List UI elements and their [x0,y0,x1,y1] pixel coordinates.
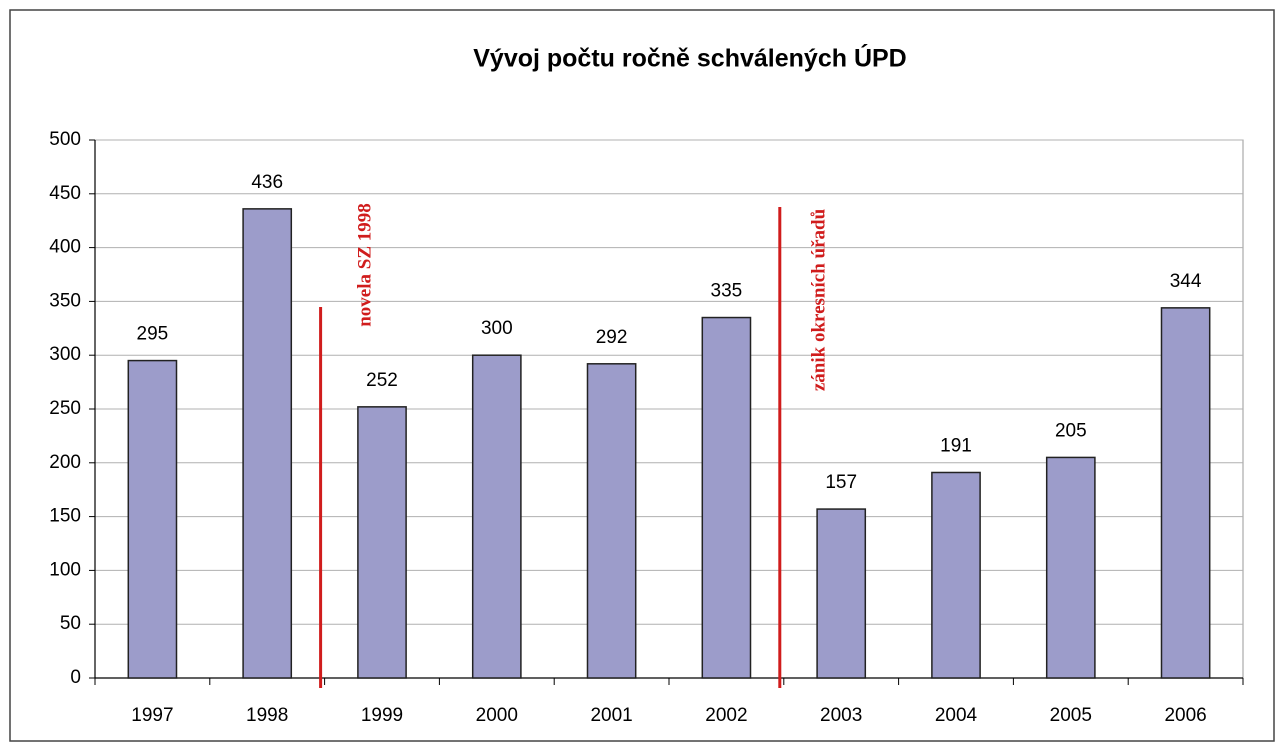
y-tick-label: 150 [49,506,81,527]
x-tick-label: 2002 [705,705,747,726]
bar [471,354,522,679]
x-tick-label: 2005 [1050,705,1092,726]
value-label: 205 [1055,420,1087,441]
y-tick-label: 500 [49,129,81,150]
value-label: 335 [711,281,743,302]
y-tick-label: 400 [49,237,81,258]
bar [816,508,867,679]
y-tick-label: 100 [49,559,81,580]
x-tick-label: 1999 [361,705,403,726]
bar [931,471,981,679]
bar [701,316,752,679]
bar [127,359,178,679]
value-label: 292 [596,327,628,348]
bar [1045,456,1096,679]
y-tick-label: 450 [49,183,81,204]
value-label: 157 [825,472,857,493]
annotation: zánik okresních úřadů [808,208,829,391]
x-tick-label: 2003 [820,705,862,726]
bar [1160,307,1211,679]
value-label: 295 [137,324,169,345]
value-label: 344 [1170,271,1202,292]
y-tick-label: 350 [49,290,81,311]
x-tick-label: 2000 [476,705,518,726]
y-tick-label: 250 [49,398,81,419]
y-tick-label: 200 [49,452,81,473]
annotation: novela SZ 1998 [354,203,375,327]
x-tick-label: 2004 [935,705,978,726]
chart-title: Vývoj počtu ročně schválených ÚPD [473,43,906,73]
y-tick-label: 0 [70,667,81,688]
value-label: 252 [366,370,398,391]
y-tick-label: 300 [49,344,81,365]
x-tick-label: 1997 [131,705,173,726]
value-label: 300 [481,318,513,339]
bar [242,208,293,679]
x-tick-label: 2001 [590,705,632,726]
x-tick-label: 1998 [246,705,288,726]
y-tick-label: 50 [60,613,81,634]
bar [586,363,637,679]
value-label: 436 [251,172,283,193]
bar [357,406,407,679]
x-tick-label: 2006 [1164,705,1206,726]
value-label: 191 [940,435,972,456]
